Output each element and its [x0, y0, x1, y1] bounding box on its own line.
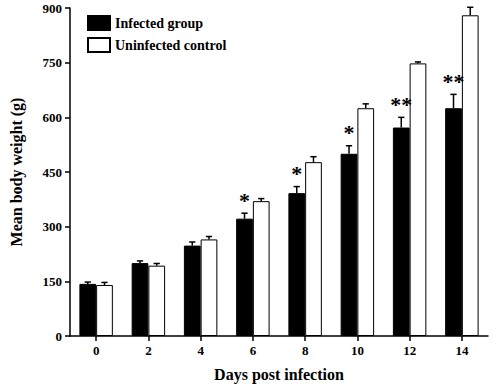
svg-text:Uninfected control: Uninfected control	[115, 38, 226, 53]
svg-text:150: 150	[43, 274, 63, 289]
svg-text:**: **	[443, 69, 465, 94]
svg-text:4: 4	[197, 343, 204, 358]
svg-text:14: 14	[455, 343, 469, 358]
svg-text:6: 6	[250, 343, 257, 358]
svg-text:8: 8	[302, 343, 309, 358]
svg-text:*: *	[239, 188, 250, 213]
svg-text:900: 900	[43, 1, 63, 16]
svg-text:12: 12	[403, 343, 416, 358]
svg-text:Mean body weight (g): Mean body weight (g)	[8, 98, 26, 247]
svg-text:10: 10	[351, 343, 364, 358]
svg-text:Infected group: Infected group	[115, 16, 203, 31]
svg-text:2: 2	[145, 343, 152, 358]
svg-text:750: 750	[43, 55, 63, 70]
svg-text:300: 300	[43, 219, 63, 234]
svg-text:450: 450	[43, 165, 63, 180]
svg-text:*: *	[291, 161, 302, 186]
svg-text:**: **	[390, 92, 412, 117]
svg-text:600: 600	[43, 110, 63, 125]
svg-text:0: 0	[93, 343, 100, 358]
svg-text:*: *	[344, 120, 355, 145]
svg-text:Days post infection: Days post infection	[214, 366, 344, 384]
svg-text:0: 0	[56, 329, 63, 344]
